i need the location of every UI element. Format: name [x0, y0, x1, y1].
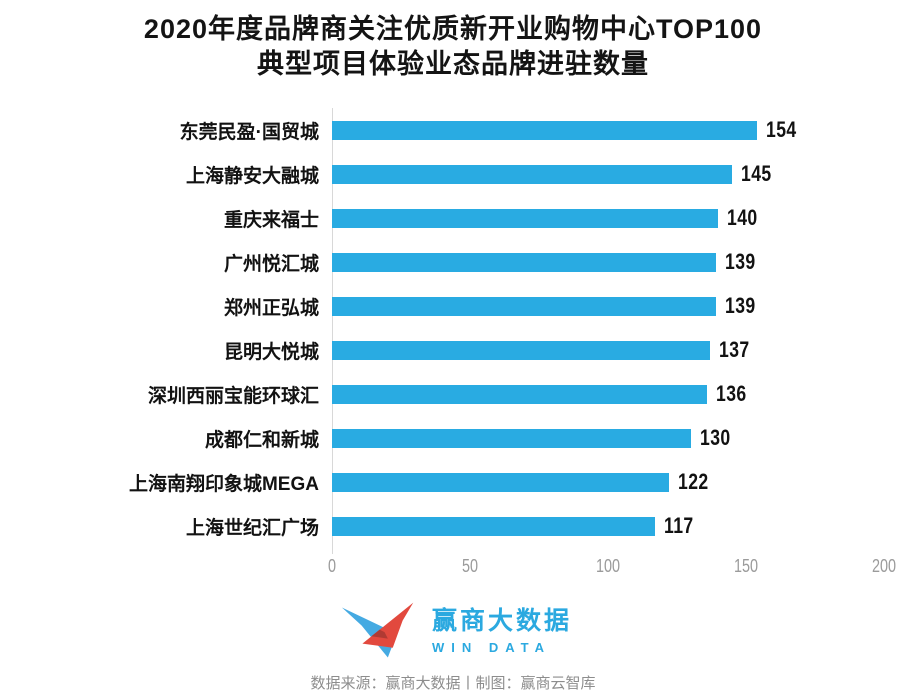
bar [332, 252, 716, 272]
bar-track: 117 [332, 504, 906, 548]
chart-row: 上海南翔印象城MEGA 122 [0, 460, 906, 504]
bar-value-label: 122 [677, 469, 709, 494]
bar-value-label: 137 [719, 337, 750, 362]
bar-value-label: 154 [766, 117, 797, 142]
category-label: 昆明大悦城 [223, 341, 319, 363]
source-credit: 数据来源：赢商大数据丨制图：赢商云智库 [310, 675, 596, 692]
category-label: 东莞民盈·国贸城 [179, 121, 319, 143]
bar-track: 154 [332, 108, 906, 152]
bar [332, 340, 711, 360]
x-axis-tick-label: 50 [461, 556, 479, 576]
bar-value-label: 117 [663, 513, 694, 538]
bar [332, 164, 733, 184]
bar [332, 384, 708, 404]
category-label: 成都仁和新城 [204, 429, 319, 451]
x-axis-tick-label: 0 [327, 556, 337, 576]
bar-value-label: 140 [727, 205, 758, 230]
bar [332, 120, 758, 140]
chart-row: 东莞民盈·国贸城 154 [0, 108, 906, 152]
chart-row: 郑州正弘城 139 [0, 284, 906, 328]
chart-title-line1: 2020年度品牌商关注优质新开业购物中心TOP100 [143, 14, 763, 44]
chart-row: 成都仁和新城 130 [0, 416, 906, 460]
category-label: 上海静安大融城 [185, 165, 319, 187]
logo-subtitle: WIN DATA [431, 640, 552, 655]
category-label: 上海世纪汇广场 [185, 517, 319, 539]
chart-row: 广州悦汇城 139 [0, 240, 906, 284]
bar-value-label: 145 [741, 161, 772, 186]
bar-value-label: 139 [724, 293, 756, 318]
bar-value-label: 130 [699, 425, 731, 450]
logo-wing-overlap [371, 629, 388, 639]
chart-row: 深圳西丽宝能环球汇 136 [0, 372, 906, 416]
chart-title-line2: 典型项目体验业态品牌进驻数量 [257, 49, 649, 79]
bar [332, 428, 691, 448]
category-label: 上海南翔印象城MEGA [128, 473, 319, 495]
bar-track: 139 [332, 284, 906, 328]
chart-row: 昆明大悦城 137 [0, 328, 906, 372]
category-label: 深圳西丽宝能环球汇 [147, 385, 319, 407]
bar-value-label: 136 [716, 381, 747, 406]
chart-row: 上海世纪汇广场 117 [0, 504, 906, 548]
bar-value-label: 139 [724, 249, 756, 274]
bar-track: 140 [332, 196, 906, 240]
bar [332, 516, 655, 536]
logo-text-block: 赢商大数据 WIN DATA [432, 601, 572, 655]
chart-row: 上海静安大融城 145 [0, 152, 906, 196]
x-axis-tick-label: 100 [595, 556, 621, 576]
bar [332, 208, 719, 228]
win-data-logo-icon [341, 602, 414, 658]
logo-name: 赢商大数据 [431, 607, 572, 635]
chart-title: 2020年度品牌商关注优质新开业购物中心TOP100 典型项目体验业态品牌进驻数… [0, 0, 906, 82]
chart-row: 重庆来福士 140 [0, 196, 906, 240]
chart-rows: 东莞民盈·国贸城 154 上海静安大融城 145 重庆来福士 140 广州悦汇城 139 郑州正… [0, 108, 906, 548]
bar-track: 122 [332, 460, 906, 504]
bar [332, 472, 669, 492]
bar-track: 136 [332, 372, 906, 416]
x-axis-tick-label: 200 [871, 556, 897, 576]
bar-track: 130 [332, 416, 906, 460]
bar-track: 137 [332, 328, 906, 372]
bar [332, 296, 716, 316]
x-axis-tick-label: 150 [733, 556, 759, 576]
bar-chart: 东莞民盈·国贸城 154 上海静安大融城 145 重庆来福士 140 广州悦汇城 139 郑州正… [0, 108, 906, 582]
category-label: 重庆来福士 [223, 209, 319, 231]
bar-track: 145 [332, 152, 906, 196]
bar-track: 139 [332, 240, 906, 284]
category-label: 郑州正弘城 [223, 297, 319, 319]
y-axis-line [332, 108, 333, 554]
win-data-logo: 赢商大数据 WIN DATA [0, 596, 906, 660]
x-axis: 0 50 100 150 200 [328, 556, 906, 582]
category-label: 广州悦汇城 [223, 253, 319, 275]
